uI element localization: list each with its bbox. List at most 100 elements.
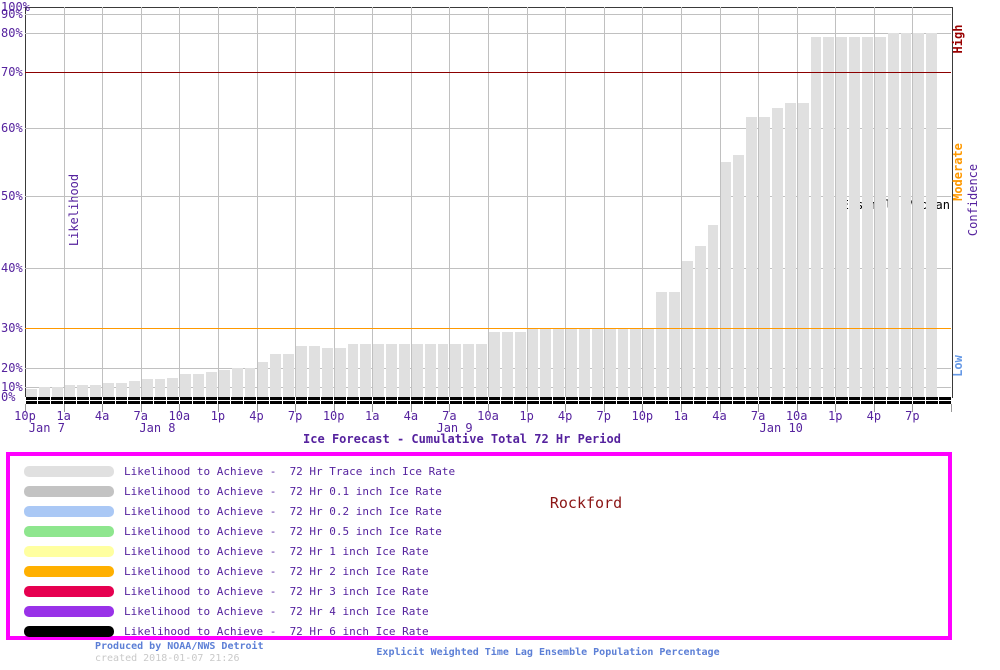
- probability-bar: [450, 344, 462, 397]
- footer-created-timestamp: created 2018-01-07 21:26: [95, 653, 240, 664]
- legend-rows: Likelihood to Achieve - 72 Hr Trace inch…: [10, 456, 948, 641]
- y-axis-tick-label: 10%: [1, 380, 23, 394]
- probability-bar: [424, 344, 436, 397]
- hour-tick: [950, 397, 952, 404]
- x-axis-tick: [951, 404, 952, 412]
- legend-row: Likelihood to Achieve - 72 Hr 1 inch Ice…: [24, 541, 948, 561]
- vertical-gridline: [603, 7, 605, 397]
- footer-produced-by: Produced by NOAA/NWS Detroit: [95, 641, 264, 652]
- hour-tick: [294, 397, 296, 404]
- y-axis-tick-label: 70%: [1, 65, 23, 79]
- x-axis-band: [24, 397, 952, 404]
- legend-color-swatch: [24, 505, 114, 517]
- probability-bar: [861, 36, 873, 397]
- vertical-gridline: [295, 7, 297, 397]
- x-axis-tick: [758, 404, 760, 412]
- probability-bar: [643, 328, 655, 397]
- probability-bar: [128, 381, 140, 397]
- x-axis-time-label: 10a: [785, 409, 808, 423]
- vertical-gridline: [680, 7, 682, 397]
- x-axis-time-label: 1p: [828, 409, 843, 423]
- x-axis-tick: [680, 404, 682, 412]
- hour-tick: [24, 397, 26, 404]
- legend-color-swatch: [24, 465, 114, 477]
- x-axis-tick: [719, 404, 721, 412]
- legend-row: Likelihood to Achieve - 72 Hr Trace inch…: [24, 461, 948, 481]
- hour-tick: [243, 397, 245, 404]
- probability-bar: [103, 383, 115, 397]
- probability-bar: [476, 344, 487, 397]
- x-axis-time-label: 1p: [210, 409, 226, 423]
- x-axis-tick: [217, 404, 219, 412]
- y-axis-tick-label: 100%: [1, 0, 30, 14]
- hour-tick: [899, 397, 901, 404]
- probability-bar: [900, 33, 912, 397]
- probability-bar: [51, 387, 63, 397]
- legend-row: Likelihood to Achieve - 72 Hr 0.1 inch I…: [24, 481, 948, 501]
- x-axis-tick: [179, 404, 181, 412]
- probability-bar: [244, 368, 256, 397]
- legend-label: Likelihood to Achieve - 72 Hr 1 inch Ice…: [124, 544, 429, 558]
- legend-row: Likelihood to Achieve - 72 Hr 0.5 inch I…: [24, 521, 948, 541]
- x-axis-time-label: 7a: [442, 409, 457, 423]
- hour-tick: [809, 397, 811, 404]
- x-axis-tick: [603, 404, 605, 412]
- hour-tick: [641, 397, 643, 404]
- hour-tick: [256, 397, 257, 404]
- probability-bar: [296, 346, 307, 397]
- hour-tick: [590, 397, 592, 404]
- hour-tick: [268, 397, 270, 404]
- hour-tick: [281, 397, 283, 404]
- probability-bar: [398, 344, 410, 397]
- hour-tick: [719, 397, 720, 404]
- vertical-gridline: [256, 7, 258, 397]
- x-axis-tick: [140, 404, 142, 412]
- hour-tick: [178, 397, 180, 404]
- confidence-low-label: Low: [951, 355, 965, 377]
- probability-bar: [836, 36, 848, 397]
- x-axis-time-label: 4p: [249, 409, 264, 423]
- probability-bar: [231, 368, 243, 397]
- probability-bar: [720, 162, 732, 397]
- x-axis-tick: [526, 404, 528, 412]
- x-axis-time-label: 1p: [519, 409, 534, 423]
- hour-tick: [680, 397, 682, 404]
- hour-tick: [937, 397, 939, 404]
- hour-tick: [230, 397, 232, 404]
- horizontal-gridline: [25, 14, 951, 15]
- probability-bar: [283, 354, 295, 397]
- hour-tick: [410, 397, 412, 404]
- legend-row: Likelihood to Achieve - 72 Hr 3 inch Ice…: [24, 581, 948, 601]
- probability-bar: [38, 387, 50, 397]
- hour-tick: [320, 397, 322, 404]
- vertical-gridline: [140, 7, 142, 397]
- probability-bar: [77, 385, 89, 397]
- probability-bar: [630, 328, 642, 397]
- hour-tick: [127, 397, 129, 404]
- probability-bar: [116, 383, 127, 397]
- hour-tick: [616, 397, 618, 404]
- legend-color-swatch: [24, 605, 114, 617]
- hour-tick: [487, 397, 489, 404]
- x-axis-time-label: 10p: [631, 409, 654, 423]
- x-axis-tick: [256, 404, 258, 412]
- y-axis-tick-label: 30%: [1, 321, 23, 335]
- legend-color-swatch: [24, 625, 114, 637]
- hour-tick: [50, 397, 52, 404]
- probability-bar: [167, 377, 179, 397]
- confidence-high-label: High: [951, 24, 965, 54]
- x-axis-time-label: 4p: [866, 409, 882, 423]
- probability-bar: [823, 36, 835, 397]
- plot-frame: [25, 7, 953, 398]
- x-axis-time-label: 1a: [673, 409, 689, 423]
- x-axis-tick: [912, 404, 914, 412]
- probability-bar: [784, 102, 796, 397]
- vertical-gridline: [410, 7, 412, 397]
- hour-tick: [886, 397, 888, 404]
- x-axis-time-label: 7p: [905, 409, 920, 423]
- x-axis-time-label: 10a: [168, 409, 191, 423]
- confidence-moderate-label: Moderate: [951, 143, 965, 201]
- probability-bar: [257, 362, 269, 397]
- x-axis-day-label: Jan 7: [28, 421, 65, 435]
